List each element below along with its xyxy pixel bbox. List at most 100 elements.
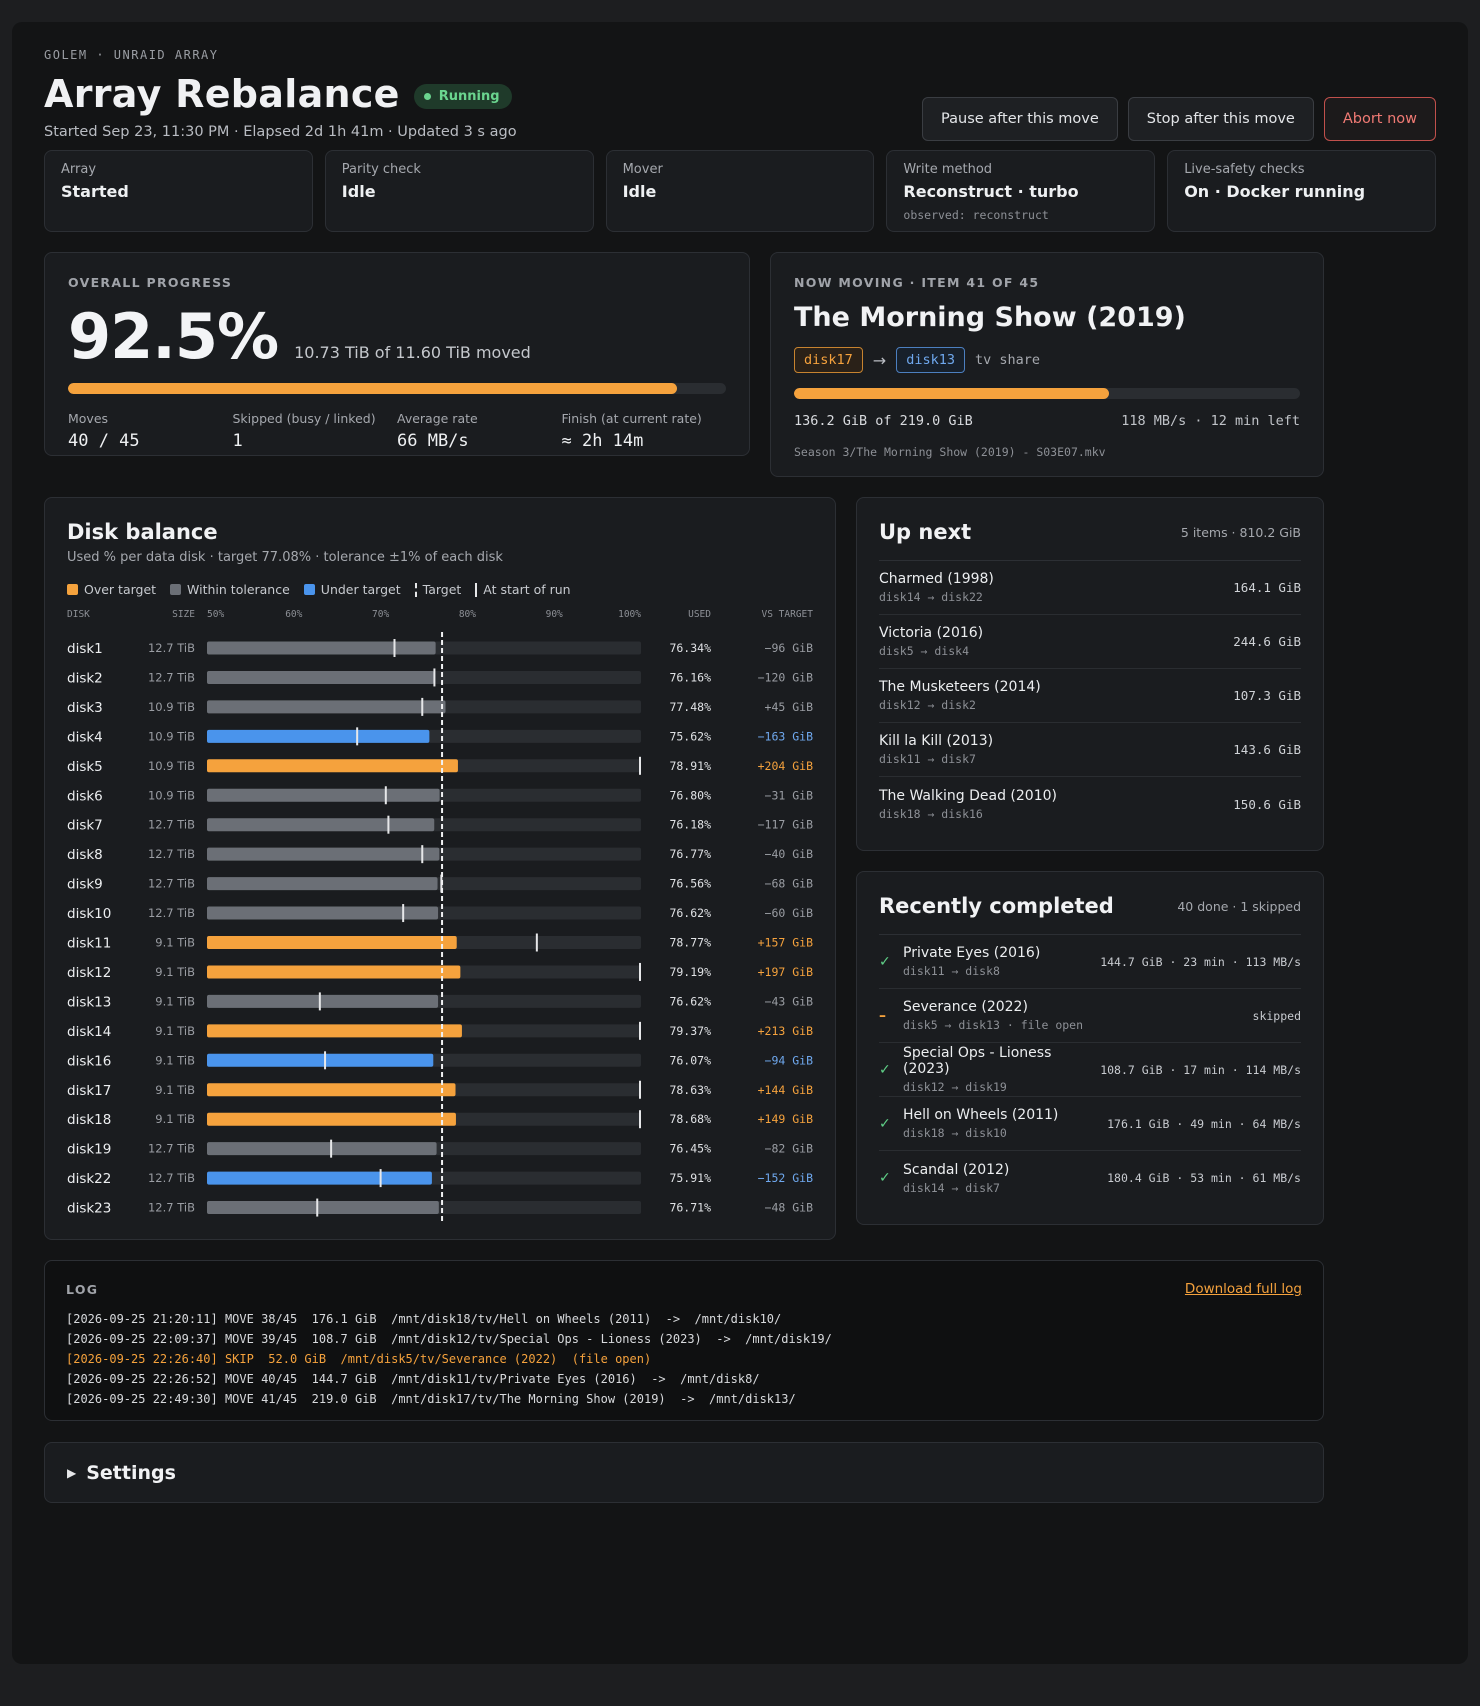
status-tiles: Array Started Parity check Idle Mover Id…: [44, 150, 1436, 232]
tile-value: Idle: [622, 182, 657, 201]
used-value: 76.80%: [669, 788, 711, 802]
used-value: 76.07%: [669, 1053, 711, 1067]
tile-note: observed: reconstruct: [903, 208, 1049, 222]
recent-title: Recently completed: [879, 894, 1114, 918]
item-stat: 180.4 GiB · 53 min · 61 MB/s: [1107, 1171, 1301, 1185]
stat-value: 40 / 45: [68, 431, 140, 451]
status-badge-label: Running: [438, 88, 500, 104]
tile-label: Array: [61, 162, 97, 177]
disk-size: 12.7 TiB: [148, 818, 195, 832]
current-file-path: Season 3/The Morning Show (2019) - S03E0…: [794, 445, 1106, 459]
bar-disk12: [207, 965, 461, 979]
stop-button[interactable]: Stop after this move: [1127, 97, 1314, 141]
check-icon: ✓: [879, 1170, 891, 1186]
stat-label: Finish (at current rate): [561, 411, 702, 426]
item-stat: skipped: [1252, 1008, 1301, 1023]
up-next-list: Charmed (1998) disk14 → disk22 164.1 GiB …: [879, 561, 1301, 831]
used-value: 75.62%: [669, 729, 711, 743]
disk-name: disk23: [67, 1201, 111, 1217]
progress-percent: 92.5%: [68, 300, 279, 373]
up-next-meta: 5 items · 810.2 GiB: [1180, 524, 1301, 540]
stat-value: 66 MB/s: [397, 431, 469, 451]
vs-target-value: −43 GiB: [765, 994, 814, 1008]
skip-icon: –: [879, 1007, 886, 1024]
item-stat: 144.7 GiB · 23 min · 113 MB/s: [1100, 954, 1301, 969]
disk-name: disk10: [67, 906, 111, 922]
check-icon: ✓: [879, 1061, 891, 1078]
caret-right-icon: ▶: [67, 1465, 77, 1480]
tile-label: Parity check: [341, 162, 421, 177]
bar-disk22: [207, 1171, 432, 1185]
item-name: Special Ops - Lioness (2023): [903, 1045, 1052, 1077]
start-marker: [421, 697, 424, 716]
stat-label: Moves: [68, 411, 109, 426]
used-value: 76.77%: [669, 847, 711, 861]
disk-size: 10.9 TiB: [148, 788, 195, 802]
source-disk-chip: disk17: [794, 347, 863, 373]
settings-toggle[interactable]: ▶ Settings: [44, 1442, 1324, 1503]
vs-target-value: −48 GiB: [765, 1201, 814, 1215]
bar-disk5: [207, 759, 458, 773]
disk-name: disk1: [67, 641, 103, 657]
legend-over-swatch: [67, 584, 78, 595]
used-value: 78.68%: [669, 1112, 711, 1126]
used-value: 76.18%: [669, 818, 711, 832]
item-route: disk14 → disk7: [903, 1180, 1000, 1195]
disk-size: 10.9 TiB: [148, 729, 195, 743]
used-value: 79.37%: [669, 1024, 711, 1038]
arrow-right-icon: →: [872, 350, 887, 370]
start-marker: [639, 1080, 641, 1099]
disk-size: 12.7 TiB: [148, 877, 195, 891]
vs-target-value: −96 GiB: [765, 641, 814, 655]
start-marker: [384, 786, 387, 805]
list-item: ✓ Special Ops - Lioness (2023) disk12 → d…: [879, 1043, 1301, 1097]
used-value: 79.19%: [669, 965, 711, 979]
progress-kicker: OVERALL PROGRESS: [68, 275, 233, 290]
pause-button[interactable]: Pause after this move: [922, 97, 1118, 141]
disk-name: disk17: [67, 1083, 111, 1099]
item-size: 143.6 GiB: [1233, 742, 1301, 757]
overall-progress-fill: [68, 383, 677, 394]
item-name: Kill la Kill (2013): [879, 733, 994, 749]
page-subtitle: Started Sep 23, 11:30 PM · Elapsed 2d 1h…: [44, 124, 517, 140]
used-value: 78.91%: [669, 759, 711, 773]
disk-balance-card: Disk balance Used % per data disk · targ…: [44, 497, 836, 1240]
item-progress-bar: [794, 388, 1300, 399]
disk-size: 12.7 TiB: [148, 847, 195, 861]
item-route: disk11 → disk8: [903, 964, 1000, 978]
start-marker: [421, 845, 424, 864]
recently-completed-card: Recently completed 40 done · 1 skipped ✓…: [856, 871, 1324, 1225]
item-name: Victoria (2016): [879, 625, 984, 641]
item-stat: 176.1 GiB · 49 min · 64 MB/s: [1107, 1116, 1301, 1131]
legend-under: Under target: [303, 582, 401, 597]
up-next-card: Up next 5 items · 810.2 GiB Charmed (199…: [856, 497, 1324, 851]
download-log-link[interactable]: Download full log: [1184, 1281, 1302, 1297]
tile-mover: Mover Idle: [605, 150, 875, 232]
tile-parity: Parity check Idle: [324, 150, 594, 232]
axis-tick-label: 100%: [618, 609, 641, 620]
tile-array: Array Started: [44, 150, 313, 232]
log-title: LOG: [66, 1281, 99, 1297]
share-label: tv share: [974, 352, 1040, 368]
start-marker: [433, 668, 436, 687]
tile-value: Reconstruct · turbo: [903, 182, 1079, 201]
list-item: Charmed (1998) disk14 → disk22 164.1 GiB: [879, 561, 1301, 615]
disk-size: 9.1 TiB: [155, 936, 195, 950]
legend-start: At start of run: [475, 582, 571, 597]
overall-progress-card: OVERALL PROGRESS 92.5% 10.73 TiB of 11.6…: [44, 252, 750, 456]
start-marker: [387, 815, 390, 834]
up-next-title: Up next: [879, 520, 972, 544]
vs-target-value: +144 GiB: [758, 1083, 813, 1097]
dest-disk-chip: disk13: [896, 347, 965, 373]
disk-name: disk4: [67, 729, 103, 745]
abort-button[interactable]: Abort now: [1323, 97, 1436, 141]
axis-tick-label: 90%: [546, 609, 563, 620]
list-item: ✓ Scandal (2012) disk14 → disk7 180.4 GiB…: [879, 1151, 1301, 1205]
start-marker: [316, 1198, 319, 1217]
overall-progress-bar: [68, 383, 726, 394]
item-progress-fill: [794, 388, 1109, 399]
bar-disk23: [207, 1201, 439, 1215]
app-kicker: GOLEM · UNRAID ARRAY: [44, 48, 219, 62]
vs-target-value: +197 GiB: [758, 965, 813, 979]
log-line: [2026-09-25 22:26:52] MOVE 40/45 144.7 G…: [66, 1372, 760, 1386]
